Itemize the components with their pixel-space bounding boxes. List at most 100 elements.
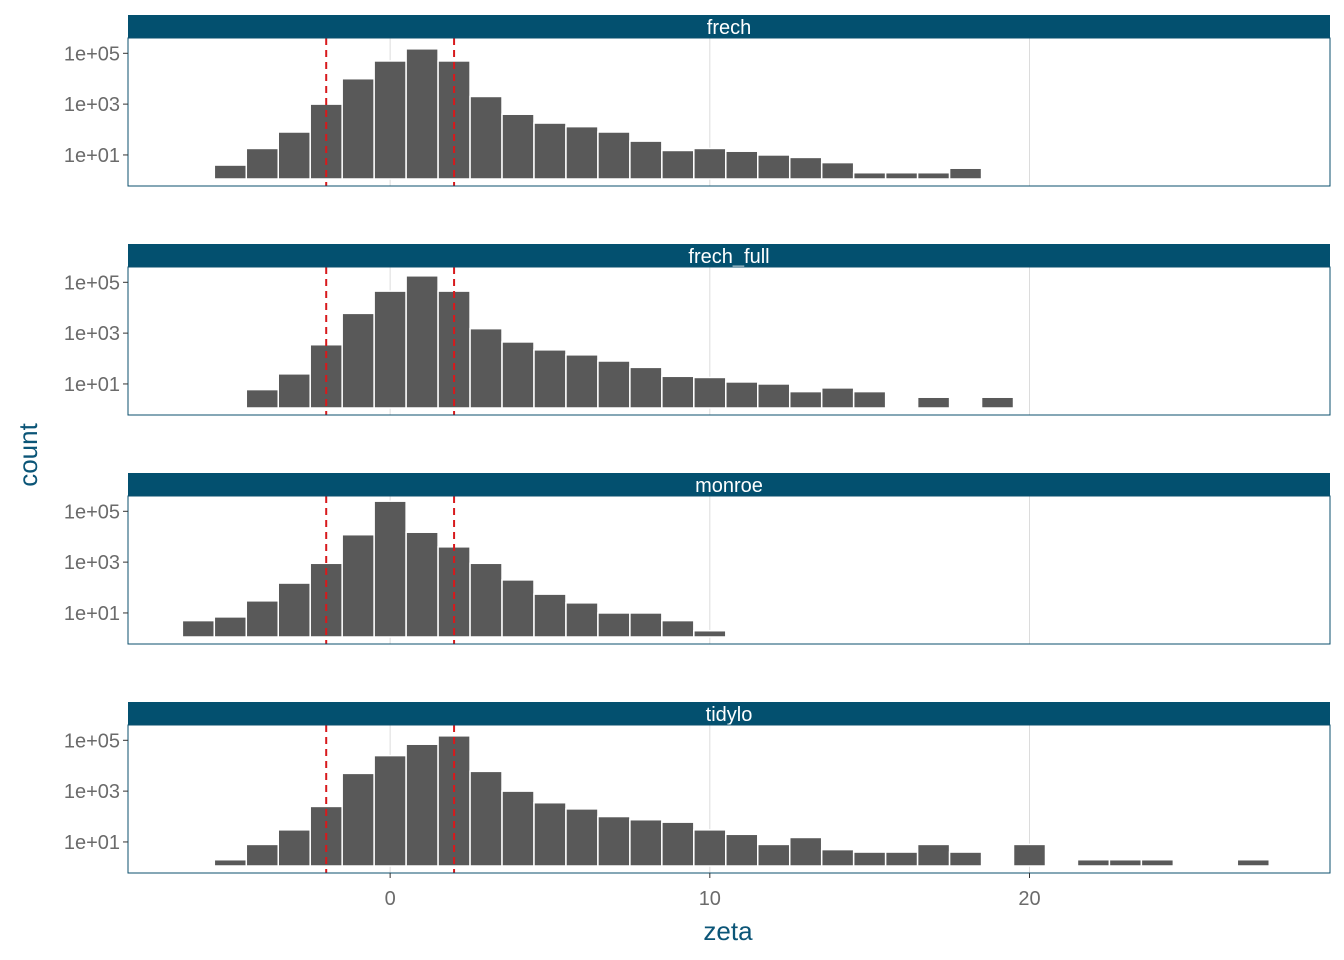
histogram-bar [277,131,311,180]
histogram-bar [629,140,663,180]
histogram-bar [1076,858,1111,867]
histogram-bar [693,629,727,638]
histogram-bar [341,312,375,409]
facet-panel-tidylo: tidylo 1e+01 1e+03 1e+05 0 10 20 [64,702,1331,910]
histogram-bar [757,154,791,180]
histogram-bar [852,390,887,409]
histogram-bar [405,275,439,409]
histogram-bar [565,808,599,867]
histogram-bar [341,77,375,180]
histogram-bar [213,616,248,638]
histogram-bar [629,612,663,638]
histogram-bar [213,858,248,867]
histogram-bar [948,851,983,867]
histogram-bar [501,790,535,867]
histogram-bar [469,95,503,180]
histogram-bar [469,327,503,409]
histogram-bar [1108,858,1143,867]
facet-strip-label: tidylo [706,704,753,726]
histogram-bar [277,582,311,638]
histogram-bar [884,851,919,867]
histogram-bar [1140,858,1175,867]
histogram-bar [788,390,823,409]
histogram-bar [565,354,599,409]
histogram-bar [277,829,311,867]
histogram-bar [405,531,439,638]
histogram-bar [277,373,311,409]
facet-strip-label: monroe [695,475,763,497]
histogram-bar [757,383,791,409]
histogram-bar [661,619,695,638]
facet-strip [128,15,1330,38]
y-tick-label: 1e+03 [64,781,120,803]
facet-panel-monroe: monroe 1e+01 1e+03 1e+05 [64,473,1331,645]
y-tick-label: 1e+01 [64,145,120,167]
y-tick-label: 1e+05 [64,730,120,752]
histogram-bar [661,821,695,867]
histogram-bar [852,171,887,180]
x-tick-label: 10 [699,888,721,910]
histogram-bar [788,836,823,867]
histogram-bar [597,815,631,867]
histogram-bar [565,602,599,638]
x-axis-title: zeta [703,916,753,946]
histogram-bar [661,375,695,409]
histogram-bar [213,164,248,180]
facet-panel-frech: frech 1e+01 1e+03 1e+05 [64,15,1331,187]
histogram-bar [948,167,983,180]
histogram-bar [820,848,855,867]
histogram-bar [245,147,280,180]
histogram-bar [469,562,503,638]
histogram-bar [820,161,855,180]
histogram-bar [373,60,407,180]
histogram-bar [725,833,759,867]
histogram-bar [661,149,695,180]
facet-panel-frech-full: frech_full 1e+01 1e+03 1e+05 [64,244,1331,416]
y-axis-title: count [13,422,43,486]
y-tick-label: 1e+03 [64,94,120,116]
histogram-bar [533,122,567,180]
panel-border [127,266,1331,416]
histogram-bar [373,290,407,409]
histogram-bar [916,171,951,180]
histogram-bar [501,341,535,409]
histogram-bar [245,600,280,638]
histogram-bar [181,619,216,638]
facet-strip-label: frech_full [688,246,769,268]
y-tick-label: 1e+05 [64,501,120,523]
histogram-bar [341,533,375,638]
histogram-bar [820,387,855,409]
y-tick-label: 1e+03 [64,323,120,345]
histogram-bar [629,818,663,867]
histogram-bar [916,843,951,867]
y-tick-label: 1e+03 [64,552,120,574]
histogram-bar [373,500,407,638]
histogram-bar [245,388,280,409]
facet-strip [128,244,1330,267]
x-tick-label: 0 [385,888,396,910]
histogram-bar [693,829,727,867]
histogram-bar [405,743,439,867]
histogram-bar [693,147,727,180]
histogram-bar [597,131,631,180]
histogram-bar [501,113,535,180]
histogram-bar [788,156,823,180]
facet-strip [128,473,1330,496]
histogram-bar [916,396,951,409]
histogram-bar [469,770,503,867]
y-tick-label: 1e+01 [64,603,120,625]
histogram-bar [405,48,439,180]
facet-strip [128,702,1330,725]
histogram-bar [725,381,759,409]
histogram-bar [1012,843,1047,867]
histogram-bar [852,851,887,867]
histogram-bar [629,366,663,409]
y-tick-label: 1e+01 [64,374,120,396]
x-tick-label: 20 [1018,888,1040,910]
panel-border [127,37,1331,187]
y-tick-label: 1e+05 [64,43,120,65]
facet-strip-label: frech [707,17,751,39]
histogram-bar [757,843,791,867]
histogram-bar [245,843,280,867]
histogram-bar [980,396,1015,409]
